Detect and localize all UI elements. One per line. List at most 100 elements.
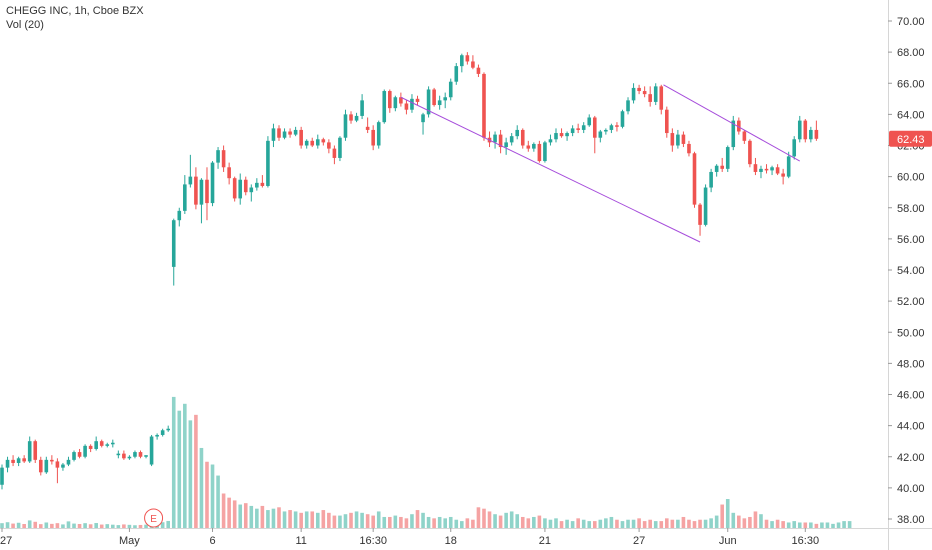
- volume-bar: [725, 499, 730, 528]
- candle-body: [321, 139, 326, 143]
- volume-bar: [626, 519, 630, 528]
- candle-body: [770, 167, 774, 171]
- volume-bar: [249, 505, 254, 528]
- volume-bar: [288, 510, 292, 528]
- volume-bar: [543, 518, 547, 528]
- candle-body: [127, 456, 132, 459]
- volume-bar: [360, 512, 364, 528]
- volume-bar: [122, 524, 126, 528]
- candle-body: [748, 140, 752, 165]
- candle-body: [166, 428, 170, 431]
- candle-body: [809, 129, 813, 140]
- volume-bar: [188, 420, 193, 528]
- candle-body: [315, 139, 320, 146]
- volume-bar: [160, 522, 165, 528]
- trendlines[interactable]: [400, 84, 801, 243]
- candle-body: [448, 81, 453, 98]
- candle-body: [94, 441, 98, 449]
- price-tick-label: 70.00: [897, 16, 925, 28]
- candle-body: [509, 136, 514, 143]
- candle-body: [620, 111, 625, 127]
- candle-body: [99, 441, 104, 446]
- volume-bar: [216, 475, 220, 528]
- volume-bar: [809, 522, 813, 528]
- volume-bar: [509, 511, 514, 528]
- price-tick-label: 52.00: [897, 296, 925, 308]
- candle-body: [205, 179, 209, 204]
- candle-body: [570, 128, 575, 134]
- volume-bar: [310, 511, 315, 528]
- volume-bar: [482, 508, 486, 528]
- candle-body: [183, 184, 187, 211]
- volume-bar: [210, 464, 215, 528]
- price-tick-label: 56.00: [897, 234, 925, 246]
- candle-body: [155, 434, 159, 437]
- volume-bar: [665, 518, 669, 528]
- price-tick-label: 68.00: [897, 47, 925, 59]
- volume-bar: [676, 519, 680, 528]
- volume-bar: [775, 519, 780, 528]
- volume-bar: [493, 514, 497, 528]
- candle-body: [443, 97, 447, 101]
- volume-bar: [321, 510, 326, 528]
- volume-bar: [471, 519, 475, 528]
- price-tick-label: 66.00: [897, 78, 925, 90]
- volume-bar: [443, 518, 447, 528]
- candle-body: [731, 120, 736, 148]
- volume-bar: [587, 521, 592, 528]
- candle-body: [642, 91, 647, 95]
- volume-bar: [764, 519, 769, 528]
- volume-bar: [781, 521, 785, 528]
- candle-body: [543, 142, 547, 162]
- candle-body: [460, 55, 464, 67]
- candle-body: [786, 156, 791, 177]
- volume-bar: [670, 519, 675, 528]
- volume-bar: [415, 510, 420, 528]
- candle-body: [559, 133, 564, 137]
- price-tick-label: 38.00: [897, 514, 925, 526]
- volume-bar: [426, 516, 431, 528]
- volume-bar: [293, 511, 298, 528]
- candle-body: [648, 94, 652, 102]
- volume-bar: [604, 518, 608, 528]
- candle-body: [83, 445, 87, 457]
- volume-bar: [576, 518, 580, 528]
- volume-bar: [770, 521, 774, 528]
- candle-body: [282, 131, 287, 138]
- time-tick-label: Jun: [719, 535, 737, 547]
- candle-body: [692, 153, 697, 205]
- candle-body: [116, 453, 121, 456]
- candle-body: [194, 176, 198, 205]
- volume-bar: [399, 516, 403, 528]
- volume-bar: [88, 524, 93, 528]
- volume-bar: [698, 519, 702, 528]
- volume-bar: [581, 519, 586, 528]
- candle-body: [349, 114, 353, 121]
- candle-body: [327, 142, 331, 149]
- candle-body: [343, 114, 348, 138]
- volume-bar: [421, 512, 425, 528]
- candle-body: [687, 143, 691, 154]
- volume-bar: [299, 512, 303, 528]
- candle-body: [554, 133, 558, 140]
- volume-bar: [432, 518, 436, 528]
- volume-bar: [44, 522, 49, 528]
- time-tick-label: 27: [633, 535, 645, 547]
- candle-body: [498, 134, 503, 148]
- candle-body: [72, 452, 76, 460]
- volume-bar: [50, 523, 54, 528]
- time-tick-label: 16:30: [792, 535, 820, 547]
- candle-body: [676, 134, 680, 146]
- candle-body: [454, 66, 459, 82]
- candle-body: [111, 442, 115, 445]
- candle-body: [277, 128, 281, 138]
- volume-bar: [842, 521, 846, 528]
- volume-bar: [487, 511, 492, 528]
- candle-body: [388, 91, 392, 109]
- volume-bar: [38, 524, 43, 528]
- candle-body: [465, 55, 470, 62]
- candle-body: [775, 167, 780, 174]
- volume-bar: [570, 521, 575, 528]
